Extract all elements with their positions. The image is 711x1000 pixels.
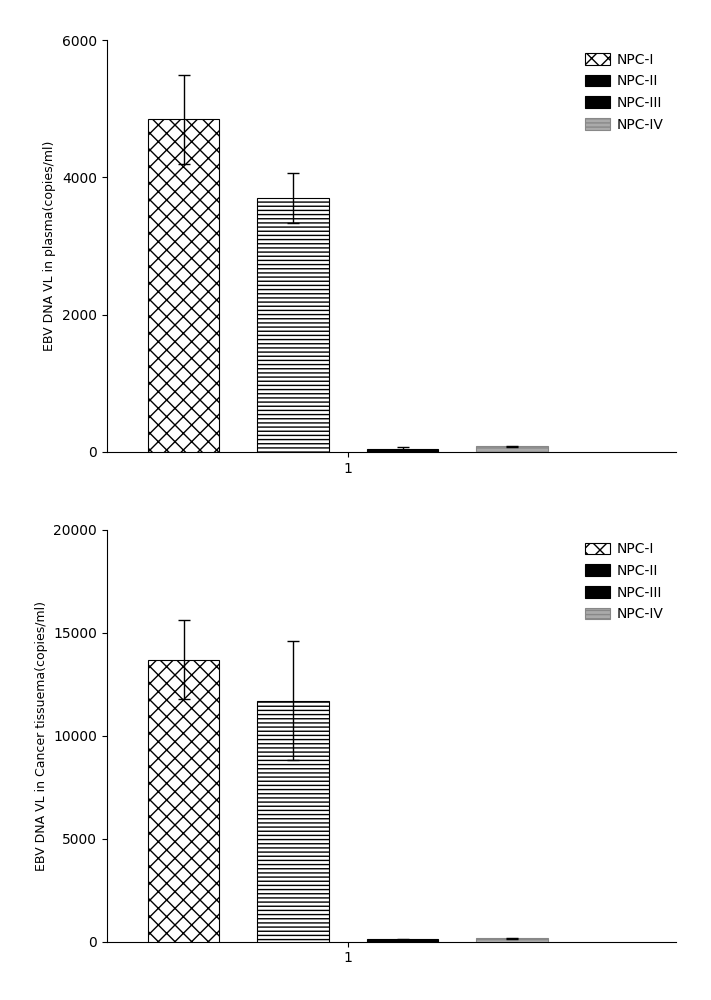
- Y-axis label: EBV DNA VL in Cancer tissuema(copies/ml): EBV DNA VL in Cancer tissuema(copies/ml): [35, 601, 48, 871]
- Legend: NPC-I, NPC-II, NPC-III, NPC-IV: NPC-I, NPC-II, NPC-III, NPC-IV: [579, 537, 669, 627]
- Bar: [148, 119, 219, 452]
- Bar: [148, 660, 219, 942]
- Y-axis label: EBV DNA VL in plasma(copies/ml): EBV DNA VL in plasma(copies/ml): [43, 141, 56, 351]
- Legend: NPC-I, NPC-II, NPC-III, NPC-IV: NPC-I, NPC-II, NPC-III, NPC-IV: [579, 47, 669, 137]
- Bar: [367, 939, 438, 942]
- Bar: [476, 446, 547, 452]
- Bar: [257, 701, 328, 942]
- Bar: [257, 198, 328, 452]
- Bar: [476, 938, 547, 942]
- Bar: [367, 449, 438, 452]
